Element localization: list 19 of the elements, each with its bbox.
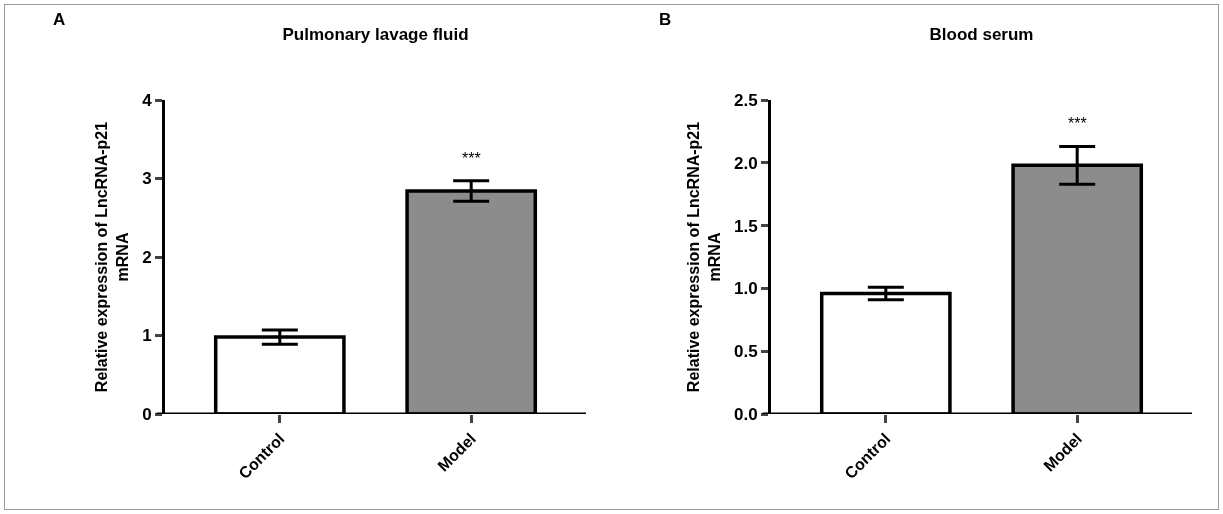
y-tick-label: 3	[142, 169, 152, 189]
y-tick-label: 2.5	[733, 90, 758, 110]
y-axis-title: Relative expression of LncRNA-p21 mRNA	[93, 121, 132, 393]
y-tick-label: 0	[142, 404, 152, 424]
annotation: ***	[1068, 115, 1087, 132]
y-tick-label: 1.0	[733, 279, 758, 299]
y-tick-label: 2.0	[733, 153, 758, 173]
y-tick-label: 1	[142, 326, 152, 346]
y-tick-label: 2	[142, 247, 152, 267]
text: B	[659, 10, 672, 29]
y-tick-label: 0.5	[733, 342, 758, 362]
y-axis-title: Relative expression of LncRNA-p21 mRNA	[685, 121, 723, 393]
chart-title: Blood serum	[929, 24, 1034, 44]
y-tick-label: 4	[142, 90, 153, 110]
text: A	[53, 10, 66, 29]
annotation: ***	[462, 150, 481, 167]
y-tick-label: 0.0	[733, 404, 758, 424]
chart-title: Pulmonary lavage fluid	[282, 24, 469, 44]
y-tick-label: 1.5	[733, 216, 758, 236]
